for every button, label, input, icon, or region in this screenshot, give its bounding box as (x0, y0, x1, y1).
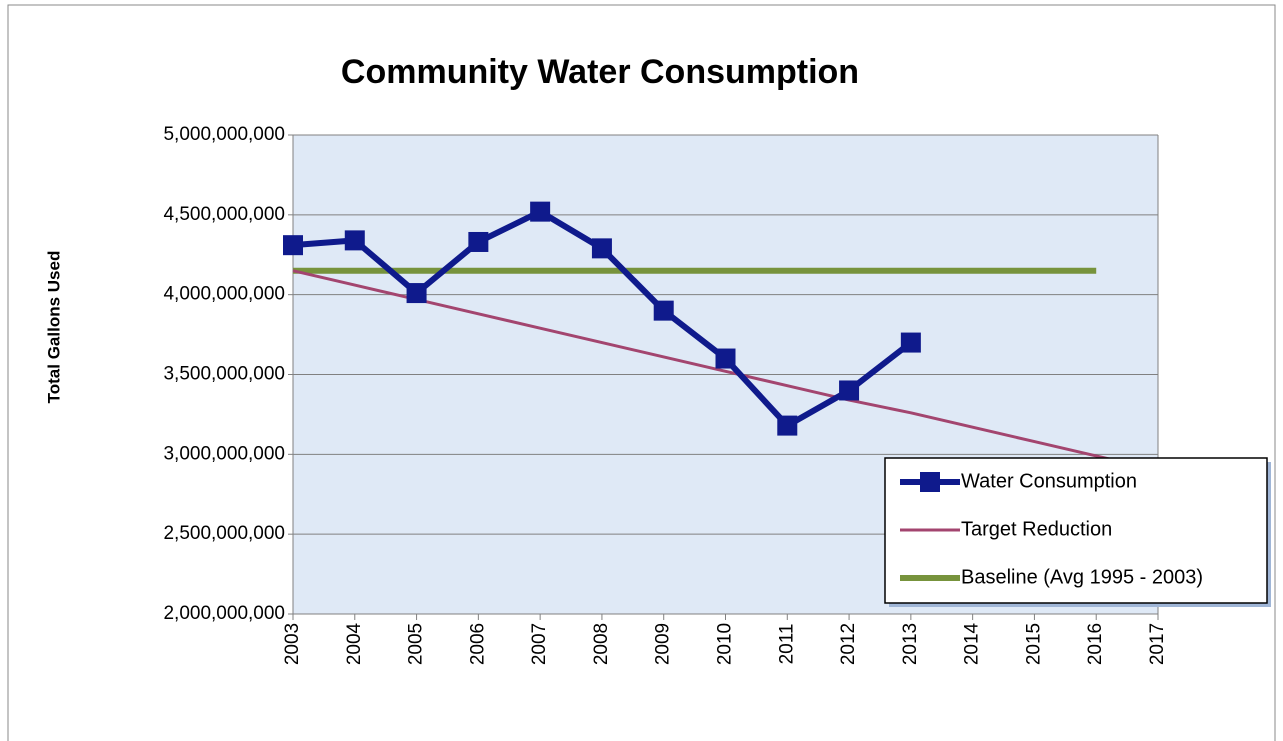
data-point (406, 283, 427, 304)
data-point (530, 201, 551, 222)
x-tick-label: 2013 (900, 623, 921, 665)
data-point (839, 380, 860, 401)
y-tick-label: 3,000,000,000 (163, 443, 285, 464)
data-point (468, 231, 489, 252)
data-point (591, 238, 612, 259)
data-point (653, 300, 674, 321)
y-tick-label: 5,000,000,000 (163, 124, 285, 145)
x-tick-label: 2016 (1085, 623, 1106, 665)
x-tick-label: 2015 (1023, 623, 1044, 665)
y-axis-label: Total Gallons Used (44, 251, 63, 404)
y-tick-label: 4,000,000,000 (163, 284, 285, 305)
x-tick-label: 2005 (406, 623, 427, 665)
data-point (900, 332, 921, 353)
y-tick-label: 4,500,000,000 (163, 204, 285, 225)
y-tick-label: 3,500,000,000 (163, 364, 285, 385)
series-line (292, 269, 1159, 472)
x-tick-label: 2006 (467, 623, 488, 665)
x-tick-label: 2007 (529, 623, 550, 665)
legend-label: Water Consumption (961, 470, 1137, 492)
legend-marker (920, 472, 940, 492)
x-tick-label: 2011 (776, 624, 797, 665)
data-point (777, 415, 798, 436)
legend-label: Target Reduction (961, 518, 1112, 540)
x-tick-label: 2017 (1147, 623, 1168, 665)
data-point (715, 348, 736, 369)
x-tick-label: 2003 (282, 623, 303, 665)
x-tick-label: 2004 (344, 622, 365, 665)
x-tick-label: 2010 (715, 623, 736, 665)
x-tick-label: 2012 (838, 623, 859, 665)
data-point (283, 235, 303, 256)
x-tick-label: 2014 (962, 622, 983, 665)
x-tick-label: 2008 (591, 623, 612, 665)
data-point (344, 230, 365, 251)
legend-label: Baseline (Avg 1995 - 2003) (961, 566, 1203, 588)
y-tick-label: 2,500,000,000 (163, 523, 285, 544)
chart-title: Community Water Consumption (341, 53, 859, 91)
y-tick-label: 2,000,000,000 (163, 603, 285, 624)
x-tick-label: 2009 (653, 623, 674, 665)
